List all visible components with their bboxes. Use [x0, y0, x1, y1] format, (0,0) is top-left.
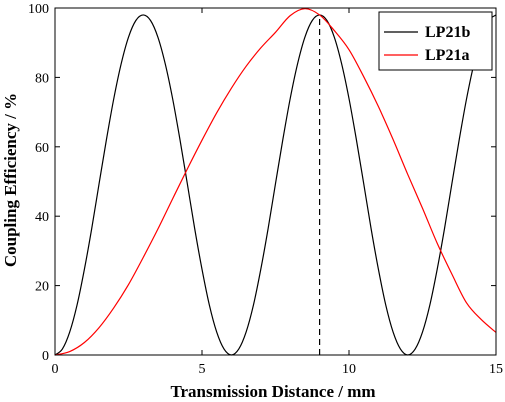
- legend: LP21b LP21a: [378, 11, 493, 71]
- series-line-lp21b: [54, 14, 497, 356]
- plot-frame: [54, 7, 497, 356]
- series-line-lp21a: [54, 8, 497, 356]
- legend-label-lp21a: LP21a: [425, 47, 469, 64]
- y-tick-label-0: 0: [42, 349, 49, 364]
- legend-label-lp21b: LP21b: [425, 24, 470, 41]
- y-axis-title: Coupling Efficiency / %: [1, 93, 20, 267]
- series-layer: [54, 8, 497, 356]
- legend-box: [378, 11, 493, 71]
- x-tick-label-0: 0: [52, 362, 59, 377]
- x-tick-label-10: 10: [342, 362, 356, 377]
- x-tick-label-5: 5: [199, 362, 206, 377]
- y-tick-label-80: 80: [35, 71, 49, 86]
- x-axis-title: Transmission Distance / mm: [170, 382, 375, 401]
- y-tick-label-40: 40: [35, 210, 49, 225]
- y-tick-label-100: 100: [28, 2, 49, 17]
- y-tick-label-20: 20: [35, 280, 49, 295]
- y-tick-label-60: 60: [35, 141, 49, 156]
- x-tick-label-15: 15: [489, 362, 503, 377]
